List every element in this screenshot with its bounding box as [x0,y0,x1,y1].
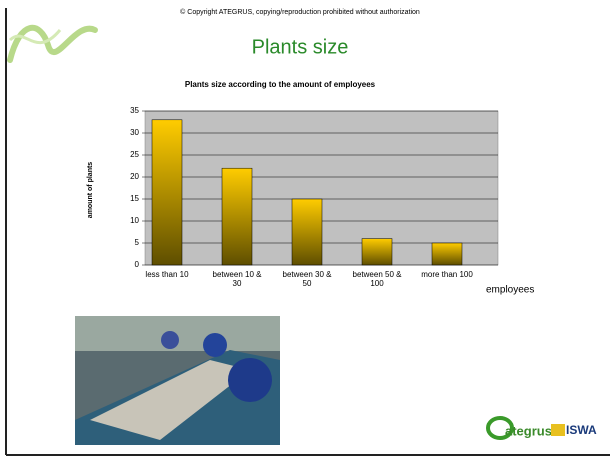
chart-title: Plants size according to the amount of e… [185,80,376,89]
bar [291,198,323,266]
y-tick-label: 30 [130,128,139,137]
decoration [8,29,62,45]
y-tick-label: 5 [135,238,140,247]
logo-partner: ISWA [566,423,597,437]
decoration [7,24,98,63]
x-axis-label: employees [486,285,534,296]
x-tick-label: less than 10 [145,270,189,279]
copyright: © Copyright ATEGRUS, copying/reproductio… [180,8,420,16]
slide-title: Plants size [252,36,349,58]
y-tick-label: 15 [130,194,139,203]
x-tick-label: between 10 & 30 [212,270,262,288]
y-tick-label: 25 [130,150,139,159]
y-tick-label: 10 [130,216,139,225]
bar [221,167,253,266]
bar [151,119,183,266]
x-tick-label: between 50 & 100 [352,270,402,288]
y-axis-label: amount of plants [87,162,94,218]
y-tick-label: 20 [130,172,139,181]
bar [431,242,463,266]
y-tick-label: 0 [135,260,140,269]
logo: ategrus ISWA [486,416,597,440]
y-tick-label: 35 [130,106,139,115]
logo-brand: ategrus [505,423,552,438]
x-tick-label: between 30 & 50 [282,270,332,288]
x-tick-label: more than 100 [421,270,473,279]
bar [361,238,393,266]
photo [75,316,280,445]
